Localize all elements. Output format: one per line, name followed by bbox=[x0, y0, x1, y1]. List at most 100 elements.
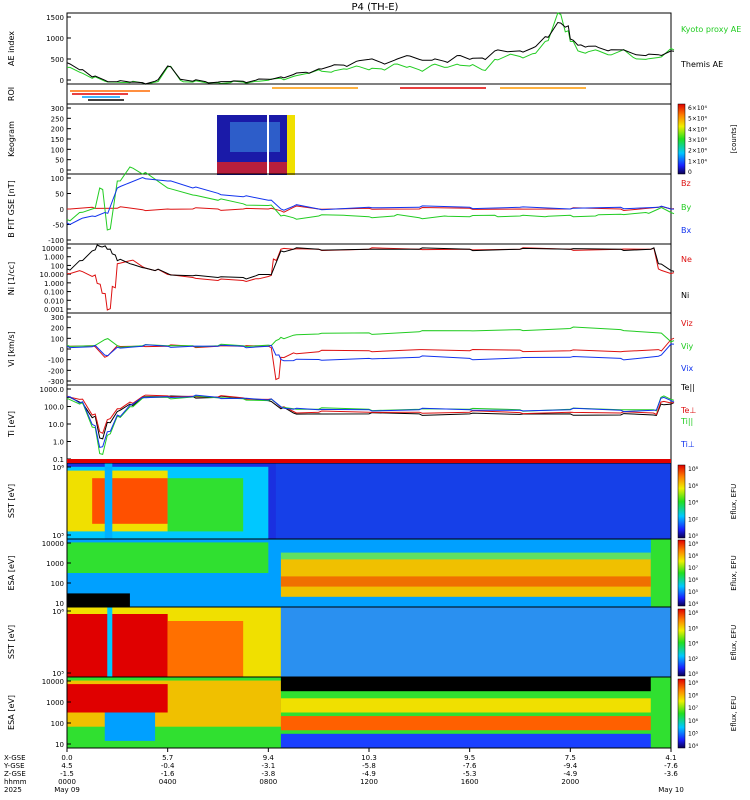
plot-title: P4 (TH-E) bbox=[352, 2, 399, 13]
ephemeris-value: 4.1 bbox=[665, 754, 676, 762]
sst_e-spectro-cell bbox=[167, 478, 244, 532]
bfield-frame bbox=[66, 173, 672, 245]
keogram-ytick: 150 bbox=[51, 136, 64, 144]
esa_i-colorbar-tick: 10⁹ bbox=[688, 680, 699, 687]
esa_e-spectro-cell bbox=[280, 576, 651, 587]
keogram-aurora bbox=[230, 122, 280, 152]
keogram-ytick: 50 bbox=[55, 157, 64, 165]
esa_i-spectro-cell bbox=[280, 698, 651, 713]
esa_e-spectro-cell bbox=[650, 539, 671, 607]
esa_e-colorbar-tick: 10⁶ bbox=[688, 577, 699, 584]
sst_i-colorbar bbox=[677, 608, 686, 677]
keogram-colorbar-tick: 6×10⁴ bbox=[688, 105, 707, 112]
mode-bar bbox=[67, 459, 671, 463]
esa_e-spectro-cell bbox=[67, 542, 269, 573]
density-legend-0: Ne bbox=[681, 255, 692, 264]
esa_i-spectro-cell bbox=[280, 733, 651, 748]
sst_i-colorbar-tick: 10² bbox=[688, 656, 699, 663]
ephemeris-row-label: X-GSE bbox=[4, 754, 26, 762]
sst_i-colorbar-tick: 10⁶ bbox=[688, 625, 699, 632]
esa_e-colorbar-tick: 10⁷ bbox=[688, 565, 699, 572]
sst_e-ytick: 10⁵ bbox=[52, 532, 64, 540]
ephemeris-value: -5.8 bbox=[362, 762, 376, 770]
velocity-ytick: 200 bbox=[51, 325, 64, 333]
keogram-colorbar-label: [counts] bbox=[730, 124, 738, 153]
velocity-legend-0: Viz bbox=[681, 319, 693, 328]
sst_i-colorbar-tick: 10⁸ bbox=[688, 610, 699, 617]
velocity-legend-1: Viy bbox=[681, 342, 694, 351]
density-ytick: 10000 bbox=[42, 245, 64, 253]
ephemeris-value: 0.0 bbox=[61, 754, 72, 762]
esa_i-colorbar-tick: 10⁵ bbox=[688, 730, 699, 737]
sst_i-ytick: 10⁵ bbox=[52, 670, 64, 678]
sst_i-spectro-cell bbox=[67, 614, 168, 677]
ephemeris-row-label: hhmm bbox=[4, 778, 27, 786]
sst_i-spectro-cell bbox=[280, 607, 671, 677]
ae-ytick: 1500 bbox=[46, 14, 64, 22]
ephemeris-value: -7.6 bbox=[664, 762, 678, 770]
temperature-series-line bbox=[66, 394, 675, 449]
esa_i-colorbar bbox=[677, 678, 686, 749]
esa_i-spectro-cell bbox=[104, 712, 156, 741]
keogram-colorbar-tick: 5×10⁴ bbox=[688, 116, 707, 123]
esa_e-colorbar-tick: 10⁴ bbox=[688, 601, 699, 608]
keogram-colorbar-tick: 4×10⁴ bbox=[688, 126, 707, 133]
ae-series-line bbox=[67, 12, 675, 85]
bfield-ytick: -50 bbox=[53, 222, 64, 230]
ephemeris-value: 2000 bbox=[561, 778, 579, 786]
ae-legend-1: Themis AE bbox=[680, 60, 723, 69]
sst_e-ylabel: SST [eV] bbox=[7, 484, 16, 518]
esa_e-colorbar bbox=[677, 539, 686, 607]
temperature-ytick: 100.0 bbox=[44, 404, 64, 412]
esa_e-colorbar-tick: 10⁸ bbox=[688, 553, 699, 560]
sst_e-spectro-cell bbox=[275, 463, 671, 539]
sst_i-ylabel: SST [eV] bbox=[7, 625, 16, 659]
sst_e-colorbar-tick: 10⁰ bbox=[688, 533, 699, 540]
density-ytick: 10.000 bbox=[40, 271, 65, 279]
keogram-ytick: 300 bbox=[51, 105, 64, 113]
ephemeris-row-label: 2025 bbox=[4, 786, 22, 794]
keogram-colorbar-tick: 2×10⁴ bbox=[688, 148, 707, 155]
esa_e-ylabel: ESA [eV] bbox=[7, 556, 16, 591]
ephemeris-value: -4.9 bbox=[563, 770, 577, 778]
temperature-legend-0: Te|| bbox=[680, 383, 695, 392]
sst_i-colorbar-tick: 10⁴ bbox=[688, 641, 699, 648]
temperature-legend-3: Ti⊥ bbox=[680, 440, 695, 449]
keogram-ytick: 0 bbox=[60, 167, 64, 175]
density-ylabel: Ni [1/cc] bbox=[7, 262, 16, 296]
esa_e-colorbar-tick: 10⁵ bbox=[688, 589, 699, 596]
velocity-ytick: 100 bbox=[51, 335, 64, 343]
ephemeris-value: 1600 bbox=[461, 778, 479, 786]
ae-series-line bbox=[66, 21, 675, 85]
velocity-ylabel: Vi [km/s] bbox=[7, 331, 16, 367]
esa_i-spectro-cell bbox=[280, 716, 651, 731]
temperature-legend-2: Ti|| bbox=[680, 417, 693, 426]
temperature-ytick: 10.0 bbox=[48, 421, 64, 429]
esa_i-ytick: 10 bbox=[55, 741, 64, 749]
ephemeris-value: 0800 bbox=[259, 778, 277, 786]
sst_e-ytick: 10⁶ bbox=[52, 464, 64, 472]
sst_i-spectro-cell bbox=[167, 621, 244, 677]
esa_i-colorbar-tick: 10⁶ bbox=[688, 718, 699, 725]
ephemeris-value: 4.5 bbox=[61, 762, 72, 770]
sst_e-colorbar-tick: 10⁴ bbox=[688, 500, 699, 507]
velocity-series-line bbox=[66, 343, 675, 362]
esa_i-ytick: 100 bbox=[51, 720, 64, 728]
velocity-frame bbox=[66, 312, 672, 386]
ephemeris-value: -9.4 bbox=[563, 762, 577, 770]
density-frame bbox=[66, 243, 672, 314]
esa_e-colorbar-tick: 10⁹ bbox=[688, 541, 699, 548]
sst_i-spectro-cell bbox=[107, 607, 113, 677]
ae-frame bbox=[66, 12, 672, 85]
esa_e-spectro-cell bbox=[67, 593, 130, 607]
ephemeris-value: -5.3 bbox=[463, 770, 477, 778]
bfield-series-line bbox=[67, 205, 675, 213]
ephemeris-value: 9.4 bbox=[263, 754, 275, 762]
ephemeris-value: 0400 bbox=[159, 778, 177, 786]
esa_i-ylabel: ESA [eV] bbox=[7, 695, 16, 730]
bfield-legend-1: By bbox=[681, 203, 691, 212]
esa_i-ytick: 10000 bbox=[42, 678, 64, 686]
keogram-ytick: 250 bbox=[51, 115, 64, 123]
esa_i-colorbar-tick: 10⁸ bbox=[688, 693, 699, 700]
